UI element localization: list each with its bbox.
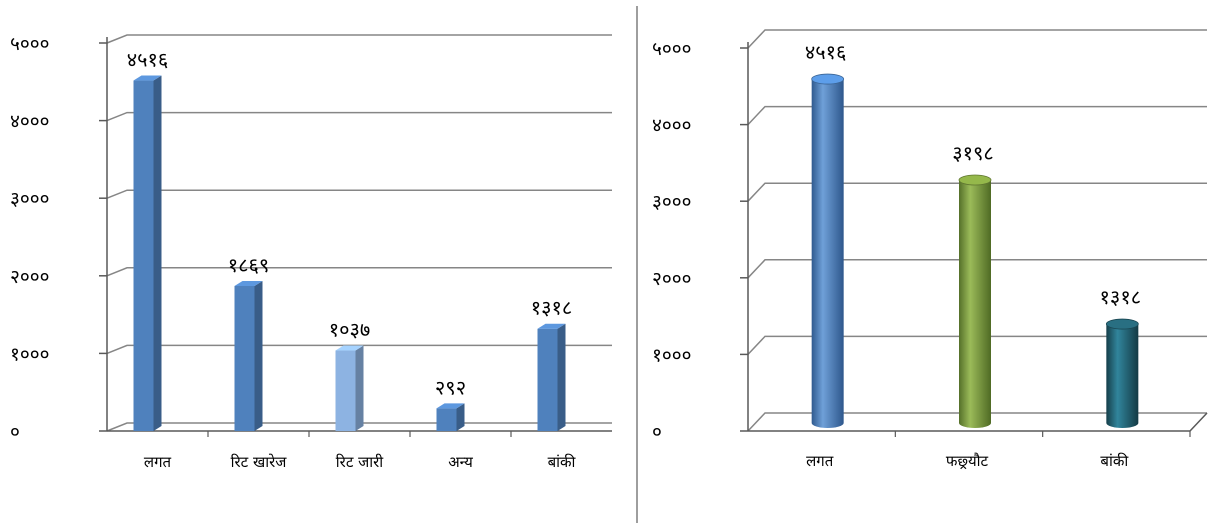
chart-1-category-label: रिट जारी [336, 453, 384, 471]
chart-1-y-tick-label: ० [10, 421, 20, 443]
chart-1-bar [133, 75, 162, 431]
chart-2-cylinder [958, 174, 992, 428]
chart-2-cylinder [811, 73, 845, 428]
chart-2-gridline [747, 335, 1207, 355]
chart-1-bar [436, 403, 465, 431]
chart-1-data-label: १८६९ [228, 253, 270, 277]
chart-1: ० १००० २००० ३००० ४००० ५००० ४५१६ लगत १८६९ रिट खारे… [10, 33, 612, 471]
chart-1-bar-front [234, 285, 255, 431]
chart-1-category-label: अन्य [448, 453, 473, 471]
chart-2-gridline [747, 259, 1207, 279]
chart-2-cylinder [1105, 318, 1139, 428]
chart-2-y-tick-label: ३००० [652, 191, 692, 213]
chart-2-data-label: ३१९८ [952, 141, 994, 165]
chart-2-gridlines [740, 29, 1207, 432]
chart-1-bar-front [537, 328, 558, 431]
chart-1-data-label: २९२ [435, 375, 466, 399]
chart-1-category-label: लगत [144, 453, 172, 471]
chart-2-y-tick-label: ५००० [652, 38, 692, 60]
chart-2: ० १००० २००० ३००० ४००० ५००० ४५१६ लगत ३१९८ फछ्र्यौट… [652, 29, 1208, 470]
chart-2-gridline [747, 105, 1207, 126]
chart-1-gridline [106, 344, 612, 355]
chart-1-data-label: १३१८ [531, 296, 573, 320]
chart-1-gridline [106, 189, 612, 199]
chart-2-y-tick-label: ४००० [652, 115, 692, 137]
chart-2-y-tick-label: १००० [652, 344, 692, 366]
chart-1-gridline [106, 34, 612, 44]
chart-1-bar [234, 280, 263, 431]
chart-1-bar-top [234, 280, 263, 286]
chart-1-bar-side [355, 345, 364, 431]
chart-2-cylinder-top [1105, 318, 1139, 330]
chart-2-cylinder-top [811, 73, 845, 85]
chart-2-category-label: बांकी [1100, 452, 1129, 470]
chart-1-category-label: बांकी [548, 453, 577, 471]
chart-1-bar-top [436, 403, 465, 409]
chart-2-cylinder-top [958, 174, 992, 186]
chart-1-bar-top [133, 75, 162, 81]
chart-1-bar-side [456, 403, 465, 431]
chart-2-gridline [747, 29, 1207, 49]
chart-1-data-label: १०३७ [329, 318, 371, 342]
chart-1-bar-front [133, 80, 154, 431]
chart-1-gridline [106, 267, 612, 277]
chart-1-data-label: ४५१६ [127, 48, 169, 72]
chart-2-cylinder-body [1106, 324, 1139, 428]
chart-2-category-label: लगत [806, 452, 834, 470]
chart-1-bar-front [436, 408, 457, 431]
chart-1-bar-top [537, 323, 566, 329]
chart-1-bar [335, 345, 364, 431]
chart-1-gridline [106, 111, 612, 122]
chart-1-bar-side [153, 75, 162, 431]
chart-2-cylinder-body [811, 79, 844, 428]
chart-2-data-label: ४५१६ [805, 40, 847, 64]
chart-2-cylinder-body [959, 180, 991, 428]
chart-2-category-label: फछ्र्यौट [946, 452, 989, 470]
chart-1-bar-top [335, 345, 364, 351]
chart-2-gridline [747, 412, 1207, 432]
chart-1-category-label: रिट खारेज [231, 453, 288, 471]
chart-1-y-tick-label: ३००० [10, 188, 50, 210]
chart-1-bar-front [335, 350, 356, 431]
chart-2-data-label: १३१८ [1100, 285, 1142, 309]
chart-2-y-tick-label: २००० [652, 268, 692, 290]
chart-1-y-tick-label: १००० [10, 343, 50, 365]
chart-2-y-tick-label: ० [652, 421, 662, 443]
chart-1-bar-side [557, 323, 566, 431]
chart-1-y-tick-label: ५००० [10, 33, 50, 55]
chart-1-bar [537, 323, 566, 431]
chart-1-y-tick-label: ४००० [10, 111, 50, 133]
chart-1-y-tick-label: २००० [10, 266, 50, 288]
chart-1-gridlines [99, 34, 612, 432]
chart-2-gridline [747, 182, 1207, 202]
chart-1-bar-side [254, 280, 263, 431]
